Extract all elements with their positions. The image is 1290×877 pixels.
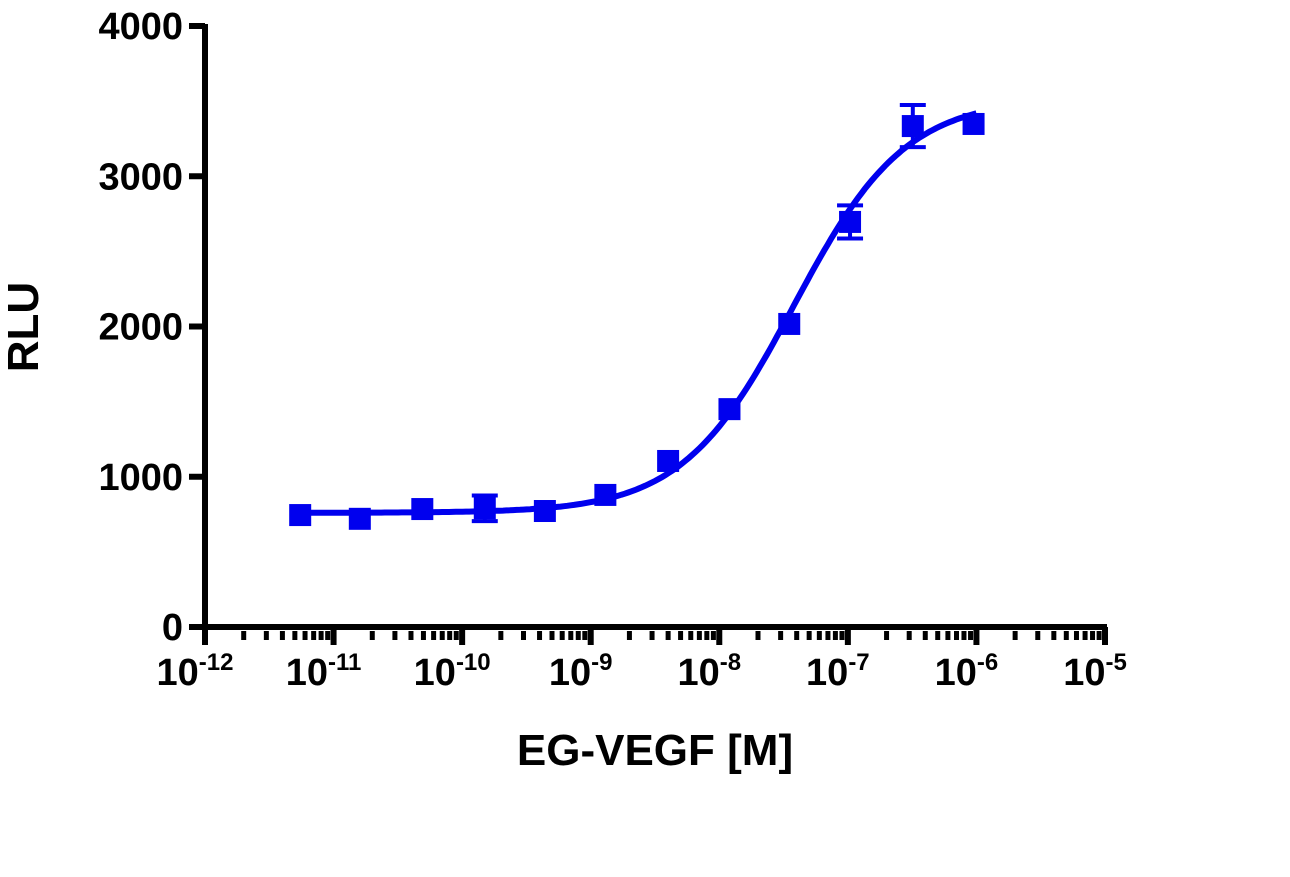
y-tick-label: 2000 <box>98 307 183 349</box>
x-tick-label: 10-9 <box>549 649 613 694</box>
x-tick-label: 10-8 <box>677 649 741 694</box>
x-tick-label: 10-11 <box>286 649 362 694</box>
data-point <box>718 398 741 421</box>
data-point <box>778 312 801 335</box>
x-tick-label: 10-6 <box>935 649 999 694</box>
x-tick-label: 10-12 <box>157 649 234 694</box>
data-point <box>901 115 924 138</box>
data-point <box>657 449 680 472</box>
fit-curve <box>300 110 978 516</box>
data-point <box>533 500 556 523</box>
data-point <box>348 507 371 530</box>
x-axis-label: EG-VEGF [M] <box>517 726 793 775</box>
y-axis-label: RLU <box>0 282 48 372</box>
y-tick-label: 0 <box>162 607 183 649</box>
data-point <box>839 210 862 233</box>
data-points <box>289 103 985 530</box>
x-tick-label: 10-10 <box>414 649 491 694</box>
fit-curve-group <box>300 110 978 516</box>
x-tick-label: 10-7 <box>806 649 870 694</box>
data-point <box>473 497 496 520</box>
x-tick-label: 10-5 <box>1063 649 1127 694</box>
y-tick-label: 4000 <box>98 6 183 48</box>
y-tick-label: 1000 <box>98 457 183 499</box>
y-tick-label: 3000 <box>98 156 183 198</box>
data-point <box>411 498 434 521</box>
data-point <box>962 112 985 135</box>
axes: 0 1000 2000 3000 4000 10-12 10-11 10-10 10-9 10-8… <box>98 6 1126 694</box>
data-point <box>289 504 312 527</box>
data-point <box>594 483 617 506</box>
